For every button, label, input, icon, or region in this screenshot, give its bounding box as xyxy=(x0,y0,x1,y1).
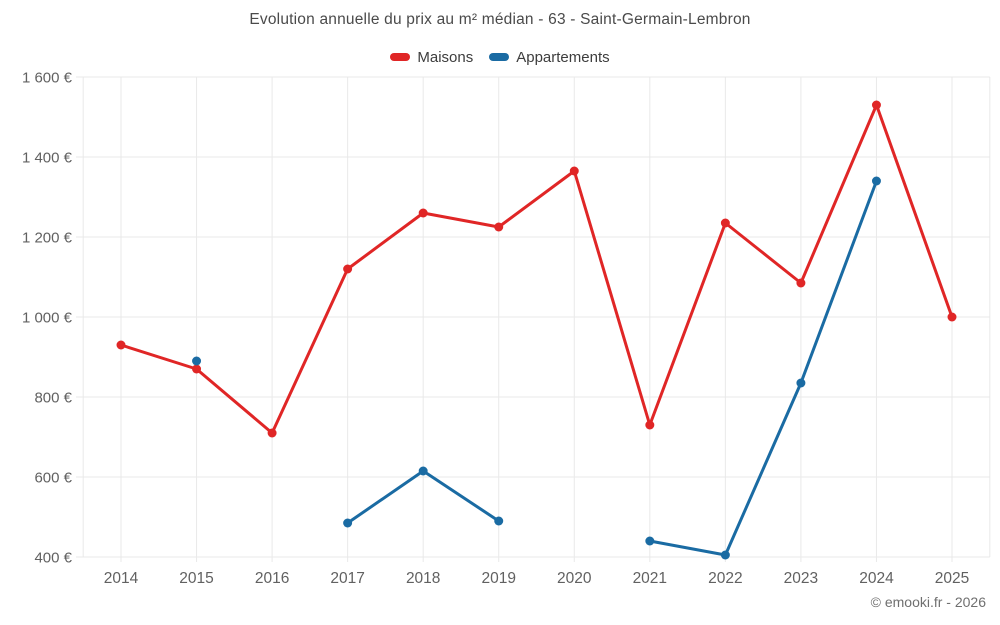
data-point-maisons-2015[interactable] xyxy=(192,364,202,374)
legend-swatch-maisons xyxy=(390,53,411,61)
y-tick-label: 1 000 € xyxy=(22,310,73,327)
y-tick-label: 1 200 € xyxy=(22,230,73,247)
data-point-appartements-2021[interactable] xyxy=(645,536,655,546)
x-tick-label: 2025 xyxy=(935,570,969,587)
data-point-appartements-2019[interactable] xyxy=(494,516,504,526)
chart-title: Evolution annuelle du prix au m² médian … xyxy=(249,11,751,28)
x-tick-label: 2020 xyxy=(557,570,592,587)
data-point-maisons-2018[interactable] xyxy=(418,208,428,218)
data-point-maisons-2021[interactable] xyxy=(645,420,655,430)
legend-swatch-appartements xyxy=(489,53,510,61)
x-tick-label: 2024 xyxy=(859,570,894,587)
x-tick-label: 2017 xyxy=(330,570,364,587)
data-point-appartements-2015[interactable] xyxy=(192,356,202,366)
data-point-appartements-2017[interactable] xyxy=(343,518,353,528)
data-point-maisons-2022[interactable] xyxy=(720,218,730,228)
legend-item-maisons[interactable]: Maisons xyxy=(390,49,473,66)
data-point-appartements-2024[interactable] xyxy=(871,176,881,186)
legend-label: Appartements xyxy=(516,48,610,66)
data-point-maisons-2025[interactable] xyxy=(947,312,957,322)
data-point-maisons-2014[interactable] xyxy=(116,340,126,350)
x-tick-label: 2016 xyxy=(255,570,289,587)
x-tick-label: 2021 xyxy=(633,570,667,587)
data-point-appartements-2023[interactable] xyxy=(796,378,806,388)
data-point-maisons-2024[interactable] xyxy=(871,100,881,110)
x-tick-label: 2018 xyxy=(406,570,440,587)
data-point-appartements-2022[interactable] xyxy=(720,550,730,560)
legend-item-appartements[interactable]: Appartements xyxy=(489,48,610,66)
y-tick-label: 1 400 € xyxy=(22,150,73,167)
x-tick-label: 2022 xyxy=(708,570,742,587)
data-point-maisons-2017[interactable] xyxy=(343,264,353,274)
x-tick-label: 2015 xyxy=(179,570,213,587)
series-line-maisons xyxy=(119,103,954,435)
data-point-appartements-2018[interactable] xyxy=(418,466,428,476)
legend-label: Maisons xyxy=(417,48,474,66)
y-tick-label: 600 € xyxy=(34,470,72,487)
x-tick-label: 2014 xyxy=(104,570,139,587)
data-point-maisons-2016[interactable] xyxy=(267,428,277,438)
x-tick-label: 2019 xyxy=(481,570,515,587)
data-point-maisons-2020[interactable] xyxy=(569,166,579,176)
data-point-maisons-2023[interactable] xyxy=(796,278,806,288)
x-tick-label: 2023 xyxy=(784,570,818,587)
chart-legend: Maisons Appartements xyxy=(0,46,1000,68)
y-tick-label: 1 600 € xyxy=(22,70,73,87)
y-tick-label: 400 € xyxy=(34,550,72,567)
y-tick-label: 800 € xyxy=(34,390,72,407)
data-point-maisons-2019[interactable] xyxy=(494,222,504,232)
copyright-label: © emooki.fr - 2026 xyxy=(870,594,986,610)
